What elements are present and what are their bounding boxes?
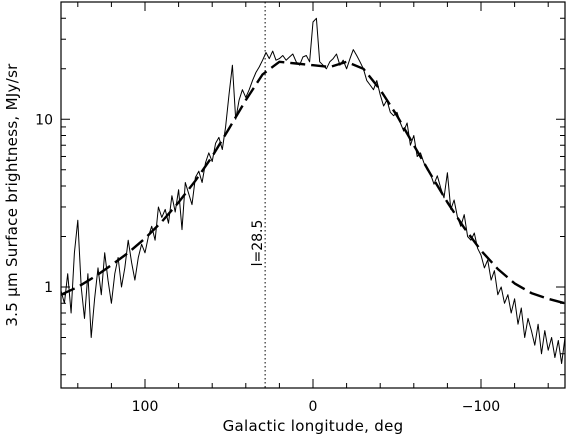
plot-frame: [60, 1, 566, 389]
y-tick-label: 1: [44, 280, 53, 296]
reference-line-label: l=28.5: [250, 220, 266, 267]
x-axis-title: Galactic longitude, deg: [223, 417, 404, 435]
y-tick-label: 10: [35, 112, 53, 128]
x-tick-label: 0: [309, 399, 318, 415]
x-tick-label: 100: [132, 399, 159, 415]
x-tick-label: −100: [462, 399, 500, 415]
axis-ticks: [61, 1, 565, 388]
tick-labels: 100 0 −100 1 10: [35, 112, 500, 415]
series-observed-solid: [60, 17, 566, 364]
series-model-dashed: [60, 60, 566, 305]
series-layer: [60, 17, 566, 364]
y-axis-title: 3.5 μm Surface brightness, MJy/sr: [3, 63, 21, 327]
